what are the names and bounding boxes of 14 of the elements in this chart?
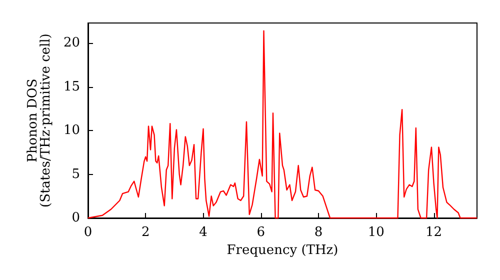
x-axis-title: Frequency (THz) [226,243,338,258]
x-tick-label: 12 [426,225,442,240]
x-tick-label: 6 [256,225,266,240]
y-tick-label: 20 [63,36,80,51]
x-tick-label: 0 [84,225,92,240]
y-tick-label: 10 [63,123,80,138]
x-tick-label: 10 [368,225,384,240]
y-tick-label: 0 [72,210,80,226]
y-axis-title: Phonon DOS (States/THz·primitive cell) [26,33,54,208]
x-tick-label: 8 [314,225,323,240]
y-tick-label: 5 [72,166,80,182]
x-tick-label: 2 [141,225,150,240]
x-tick-label: 4 [199,225,208,240]
y-tick-label: 15 [63,79,80,94]
